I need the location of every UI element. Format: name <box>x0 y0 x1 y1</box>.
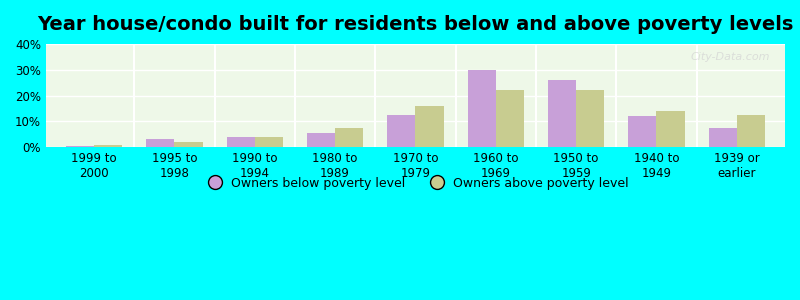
Bar <box>335 128 363 147</box>
Bar <box>146 140 174 147</box>
Bar <box>576 90 604 147</box>
Bar <box>468 70 496 147</box>
Bar <box>66 146 94 147</box>
Legend: Owners below poverty level, Owners above poverty level: Owners below poverty level, Owners above… <box>198 172 634 195</box>
Bar <box>174 142 202 147</box>
Bar <box>387 115 415 147</box>
Bar <box>94 145 122 147</box>
Bar <box>254 137 283 147</box>
Text: City-Data.com: City-Data.com <box>690 52 770 62</box>
Title: Year house/condo built for residents below and above poverty levels: Year house/condo built for residents bel… <box>38 15 794 34</box>
Bar <box>628 116 657 147</box>
Bar <box>657 111 685 147</box>
Bar <box>496 90 524 147</box>
Bar <box>226 137 254 147</box>
Bar <box>548 80 576 147</box>
Bar <box>709 128 737 147</box>
Bar <box>307 133 335 147</box>
Bar <box>415 106 443 147</box>
Bar <box>737 115 765 147</box>
